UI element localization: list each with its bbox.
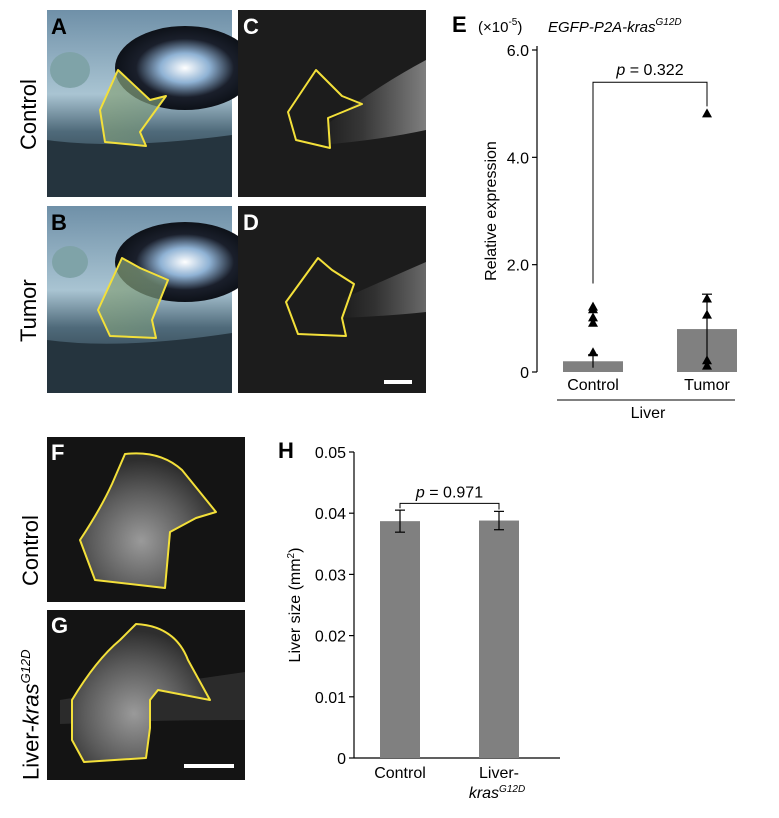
data-point bbox=[702, 309, 712, 319]
row-label-control-bottom: Control bbox=[18, 515, 43, 586]
y-tick-label: 2.0 bbox=[507, 258, 529, 275]
x-tick-label: Control bbox=[567, 377, 619, 394]
liver-outline bbox=[285, 257, 355, 337]
data-point bbox=[702, 108, 712, 118]
significance-bracket bbox=[592, 81, 708, 284]
row-label-kras-sup: G12D bbox=[18, 649, 33, 684]
data-point bbox=[588, 304, 598, 314]
y-tick-label: 0 bbox=[520, 365, 529, 382]
row-label-liver-prefix: Liver- bbox=[18, 724, 44, 780]
y-tick-label: 4.0 bbox=[507, 150, 529, 167]
data-point bbox=[702, 360, 712, 370]
y-tick-label: 0 bbox=[337, 751, 346, 768]
panel-f-image bbox=[47, 437, 245, 602]
chart-e-multiplier: (×10-5) bbox=[478, 17, 522, 36]
liver-outline bbox=[97, 257, 169, 339]
y-axis-label: Liver size (mm2) bbox=[286, 548, 304, 663]
bar-0 bbox=[380, 521, 420, 758]
panel-g-image bbox=[47, 610, 245, 780]
data-point bbox=[702, 293, 712, 303]
panel-letter-d: D bbox=[243, 210, 259, 235]
row-label-control: Control bbox=[16, 79, 41, 150]
panel-a-image bbox=[47, 10, 255, 197]
liver-outline bbox=[99, 69, 167, 147]
panel-letter-f: F bbox=[51, 440, 65, 465]
x-axis-label: Liver bbox=[631, 405, 666, 422]
p-value-label: p = 0.971 bbox=[415, 484, 483, 501]
data-point bbox=[588, 312, 598, 322]
liver-outline bbox=[71, 623, 211, 763]
panel-letter-a: A bbox=[51, 14, 67, 39]
panel-letter-c: C bbox=[243, 14, 259, 39]
panel-letter-e: E bbox=[452, 12, 467, 37]
chart-e-title: EGFP-P2A-krasG12D bbox=[548, 17, 682, 36]
bar-1 bbox=[479, 520, 519, 758]
chart-h: 0 0.01 0.02 0.03 0.04 0.05 Liver size (mm2) Con… bbox=[286, 445, 560, 802]
scale-bar bbox=[184, 764, 234, 768]
x-tick-label: Control bbox=[374, 765, 426, 782]
significance-bracket bbox=[399, 502, 500, 510]
y-tick-label: 0.01 bbox=[315, 690, 346, 707]
y-axis-label: Relative expression bbox=[483, 141, 500, 281]
y-tick-label: 0.03 bbox=[315, 567, 346, 584]
y-tick-label: 0.02 bbox=[315, 629, 346, 646]
panel-letter-h: H bbox=[278, 438, 294, 463]
panel-c-image bbox=[238, 10, 426, 197]
panel-d-image bbox=[238, 206, 426, 393]
panel-letter-g: G bbox=[51, 613, 69, 638]
y-tick-label: 6.0 bbox=[507, 43, 529, 60]
row-label-liver-kras: Liver-krasG12D bbox=[18, 649, 44, 780]
liver-outline bbox=[287, 69, 363, 149]
chart-e: (×10-5) EGFP-P2A-krasG12D 0 2.0 4.0 6.0 Relati… bbox=[478, 17, 737, 422]
data-point bbox=[702, 355, 712, 365]
y-tick-label: 0.05 bbox=[315, 445, 346, 462]
row-label-kras: kras bbox=[18, 683, 44, 725]
liver-outline bbox=[79, 452, 217, 589]
panel-b-image bbox=[47, 206, 255, 393]
scale-bar bbox=[384, 380, 412, 384]
row-label-tumor: Tumor bbox=[16, 279, 41, 342]
x-tick-label: Tumor bbox=[684, 377, 730, 394]
data-point bbox=[588, 347, 598, 357]
x-tick-label-line2: krasG12D bbox=[469, 784, 525, 802]
p-value-label: p = 0.322 bbox=[615, 62, 683, 79]
x-tick-label: Liver- bbox=[479, 765, 519, 782]
panel-letter-b: B bbox=[51, 210, 67, 235]
data-point bbox=[588, 317, 598, 327]
y-tick-label: 0.04 bbox=[315, 506, 346, 523]
